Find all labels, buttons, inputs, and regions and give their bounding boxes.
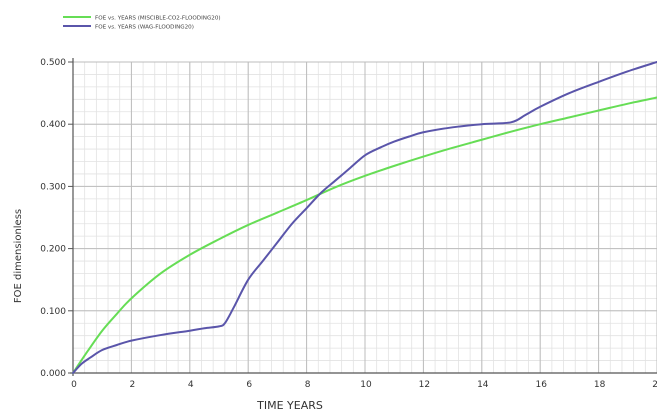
y-tick-label: 0.000 xyxy=(40,369,66,379)
y-axis-label: FOE dimensionless xyxy=(13,209,24,303)
x-tick-label: 6 xyxy=(246,380,252,390)
x-tick-label: 12 xyxy=(419,380,430,390)
y-tick-label: 0.100 xyxy=(40,307,66,317)
legend-entry-wag: FOE vs. YEARS (WAG-FLOODING20) xyxy=(95,24,194,30)
series-line-wag xyxy=(72,61,657,374)
x-tick-label: 10 xyxy=(360,380,372,390)
x-tick-label: 2 xyxy=(130,380,136,390)
x-tick-label: 14 xyxy=(477,380,489,390)
x-tick-label: 20 xyxy=(652,380,657,390)
series-line-miscible-co2 xyxy=(72,96,657,374)
y-tick-label: 0.500 xyxy=(40,58,66,68)
x-axis-label: TIME YEARS xyxy=(256,399,323,412)
y-tick-label: 0.300 xyxy=(40,182,66,192)
y-tick-label: 0.400 xyxy=(40,120,66,130)
x-tick-label: 18 xyxy=(594,380,606,390)
x-tick-label: 8 xyxy=(305,380,311,390)
x-tick-label: 4 xyxy=(188,380,194,390)
legend-entry-miscible-co2: FOE vs. YEARS (MISCIBLE-CO2-FLOODING20) xyxy=(95,15,221,21)
x-tick-label: 0 xyxy=(71,380,77,390)
x-tick-label: 16 xyxy=(535,380,547,390)
y-tick-label: 0.200 xyxy=(40,245,66,255)
